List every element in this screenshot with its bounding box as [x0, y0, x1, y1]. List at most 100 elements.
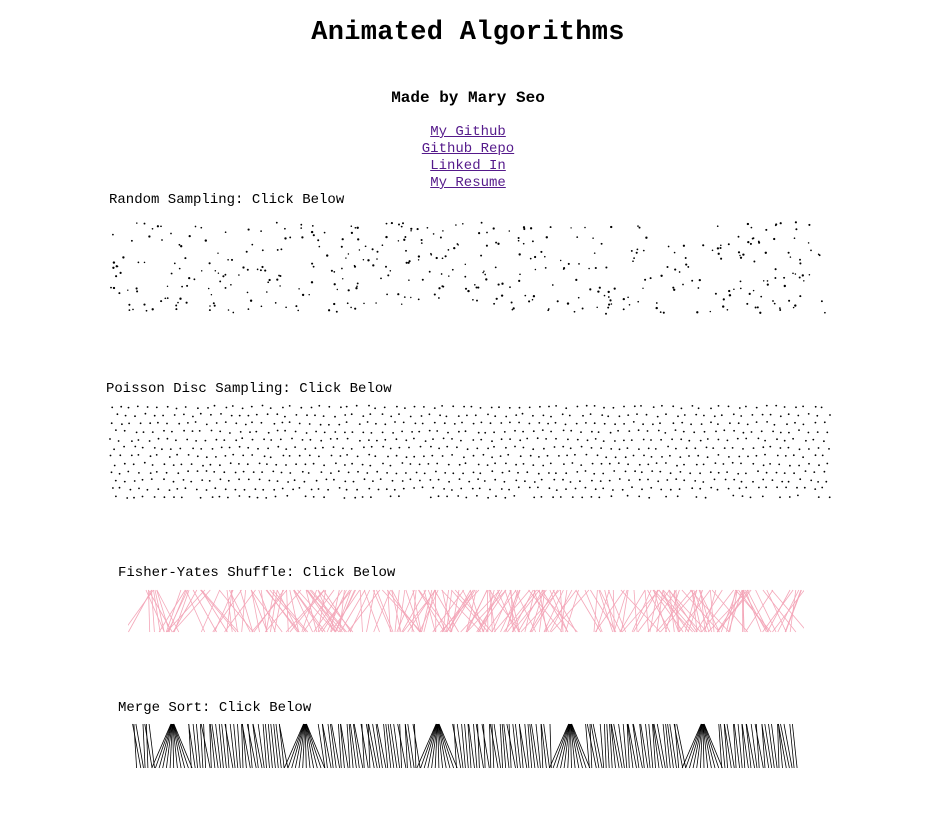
poisson-sample-dot [307, 472, 310, 474]
poisson-sample-dot [375, 422, 377, 425]
poisson-sample-dot [458, 478, 461, 480]
shuffle-line [166, 589, 206, 633]
poisson-sample-dot [817, 447, 820, 449]
poisson-sample-dot [351, 462, 353, 465]
poisson-sample-dot [508, 488, 510, 491]
poisson-sample-dot [294, 446, 296, 448]
random-sample-dot [371, 248, 374, 251]
random-sample-dot [179, 297, 182, 300]
random-sample-dot [716, 225, 719, 228]
poisson-sample-dot [762, 446, 765, 449]
poisson-sample-dot [495, 495, 497, 498]
poisson-sample-dot [368, 404, 370, 407]
poisson-sample-dot [241, 437, 244, 440]
random-sample-dot [242, 266, 245, 269]
merge-line [338, 723, 342, 769]
random-sampling-canvas[interactable] [109, 218, 832, 318]
random-sample-dot [753, 260, 756, 263]
poisson-sample-dot [460, 487, 463, 490]
shuffle-line [167, 589, 189, 633]
random-sample-dot [478, 232, 481, 235]
shuffle-line [593, 589, 598, 633]
merge-line [692, 723, 703, 769]
poisson-sample-dot [783, 439, 786, 442]
poisson-sample-dot [110, 471, 113, 474]
merge-line [493, 723, 501, 769]
poisson-sample-dot [542, 414, 545, 417]
merge-line [489, 723, 492, 769]
poisson-sample-dot [802, 456, 804, 459]
merge-sort-canvas[interactable] [128, 722, 804, 770]
shuffle-line [265, 589, 275, 633]
poisson-sample-dot [468, 480, 471, 483]
linkedin-link[interactable]: Linked In [430, 158, 506, 174]
poisson-sample-dot [482, 453, 485, 456]
poisson-sample-dot [182, 479, 185, 481]
poisson-sample-dot [303, 480, 306, 483]
poisson-sample-dot [798, 429, 800, 431]
poisson-sample-dot [710, 486, 713, 489]
merge-line [348, 723, 354, 769]
random-sample-dot [261, 249, 264, 252]
merge-line [372, 723, 381, 769]
fisher-yates-canvas[interactable] [128, 588, 804, 634]
random-sample-dot [160, 300, 163, 303]
poisson-sample-dot [808, 448, 810, 450]
random-sample-dot [385, 235, 388, 239]
poisson-sample-dot [787, 480, 790, 483]
poisson-sample-dot [784, 455, 787, 457]
shuffle-line [260, 589, 267, 633]
random-sample-dot [137, 261, 140, 264]
poisson-sample-dot [714, 462, 717, 464]
poisson-sample-dot [362, 431, 365, 434]
poisson-sample-dot [680, 438, 683, 441]
random-sample-dot [636, 248, 639, 251]
poisson-sample-dot [433, 421, 436, 424]
poisson-sample-dot [602, 487, 605, 490]
random-sample-dot [447, 249, 450, 251]
poisson-sample-dot [114, 479, 117, 482]
poisson-sample-dot [731, 461, 734, 464]
random-sample-dot [166, 297, 169, 300]
poisson-disc-canvas[interactable] [108, 403, 832, 499]
poisson-sample-dot [215, 438, 218, 441]
poisson-sample-dot [239, 431, 242, 433]
merge-line [360, 723, 369, 769]
poisson-sample-dot [699, 487, 702, 490]
merge-line [340, 723, 349, 769]
poisson-sample-dot [211, 496, 214, 498]
poisson-sample-dot [568, 414, 571, 417]
poisson-sample-dot [266, 463, 268, 465]
shuffle-line [766, 589, 787, 633]
poisson-sample-dot [211, 448, 214, 450]
poisson-sample-dot [383, 406, 386, 409]
poisson-sample-dot [289, 472, 292, 474]
poisson-sample-dot [409, 415, 412, 418]
poisson-sample-dot [157, 437, 160, 440]
poisson-sample-dot [460, 439, 462, 442]
random-sample-dot [417, 259, 420, 261]
poisson-sample-dot [155, 406, 158, 409]
resume-link[interactable]: My Resume [430, 175, 506, 191]
poisson-sample-dot [210, 429, 213, 432]
poisson-sample-dot [429, 479, 432, 481]
random-sample-dot [522, 242, 525, 245]
poisson-sample-dot [464, 430, 467, 433]
poisson-sample-dot [374, 455, 377, 458]
poisson-sample-dot [638, 478, 641, 481]
poisson-sample-dot [627, 414, 630, 416]
merge-line [610, 723, 616, 769]
random-sample-dot [312, 234, 315, 237]
github-link[interactable]: My Github [430, 124, 506, 140]
poisson-sample-dot [612, 406, 615, 409]
shuffle-line [317, 589, 327, 633]
poisson-sample-dot [196, 455, 199, 458]
poisson-sample-dot [275, 463, 278, 466]
github-repo-link[interactable]: Github Repo [421, 141, 515, 157]
poisson-sample-dot [494, 415, 497, 418]
poisson-sample-dot [451, 489, 453, 491]
random-sample-dot [209, 305, 211, 307]
merge-line [322, 723, 332, 769]
random-sample-dot [119, 271, 122, 274]
poisson-sample-dot [798, 464, 800, 467]
